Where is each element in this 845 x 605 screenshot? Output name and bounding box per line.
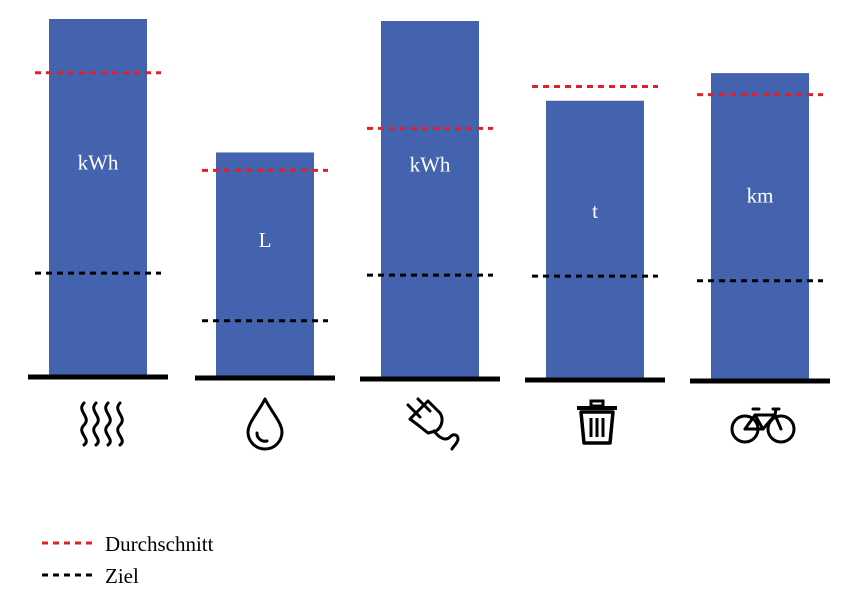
unit-label-abfall: t [592,199,598,223]
plug-icon [406,397,460,451]
bars-layer [28,19,830,384]
legend: Durchschnitt Ziel [42,532,214,588]
bar-strom [381,21,479,379]
bar-wasser [216,152,314,378]
unit-label-fahrrad: km [747,183,774,207]
trash-can-icon [577,399,617,445]
reference-lines-layer [35,71,823,323]
legend-average-label: Durchschnitt [105,532,214,556]
heat-waves-icon [80,401,124,447]
water-drop-icon [246,397,284,451]
bicycle-icon [730,407,796,444]
unit-label-heizung: kWh [78,150,119,174]
unit-label-strom: kWh [410,152,451,176]
unit-label-wasser: L [259,228,272,252]
legend-target-label: Ziel [105,564,139,588]
bar-heizung [49,19,147,377]
bar-abfall [546,100,644,380]
bar-fahrrad [711,73,809,382]
